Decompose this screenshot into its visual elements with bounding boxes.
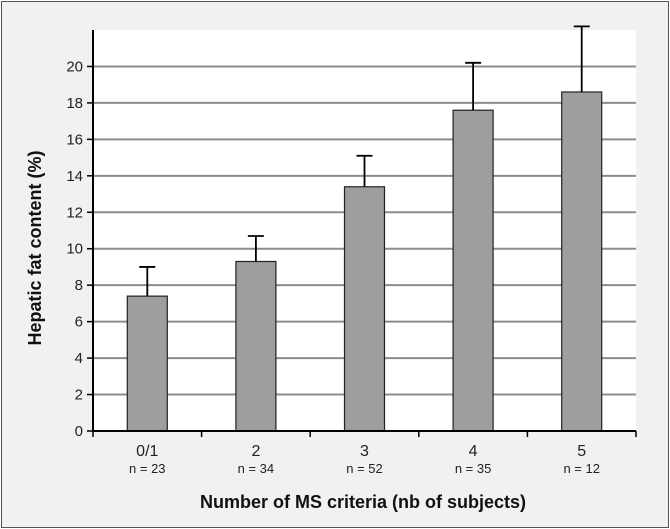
- bar: [235, 260, 277, 432]
- y-tick-label: 20: [66, 58, 83, 75]
- sample-size-label: n = 23: [129, 461, 166, 476]
- x-tick-label: 5: [577, 443, 586, 460]
- sample-size-label: n = 52: [346, 461, 383, 476]
- x-axis-title: Number of MS criteria (nb of subjects): [200, 492, 526, 512]
- bar: [343, 186, 386, 432]
- y-tick-label: 10: [66, 241, 83, 258]
- bar: [561, 91, 603, 432]
- y-tick-label: 0: [75, 423, 83, 440]
- y-tick-label: 18: [66, 95, 83, 112]
- bar: [452, 109, 494, 432]
- x-tick-label: 0/1: [136, 443, 158, 460]
- y-tick-label: 8: [75, 277, 83, 294]
- y-tick-label: 2: [75, 387, 83, 404]
- y-tick-label: 14: [66, 168, 83, 185]
- y-tick-label: 16: [66, 131, 83, 148]
- sample-size-label: n = 35: [455, 461, 492, 476]
- sample-size-label: n = 34: [238, 461, 275, 476]
- x-tick-label: 2: [251, 443, 260, 460]
- x-tick-label: 4: [469, 443, 478, 460]
- y-tick-label: 12: [66, 204, 83, 221]
- x-tick-label: 3: [360, 443, 369, 460]
- bar: [126, 295, 168, 432]
- y-tick-label: 4: [75, 350, 83, 367]
- y-tick-label: 6: [75, 314, 83, 331]
- sample-size-label: n = 12: [563, 461, 600, 476]
- y-axis-title: Hepatic fat content (%): [25, 150, 45, 345]
